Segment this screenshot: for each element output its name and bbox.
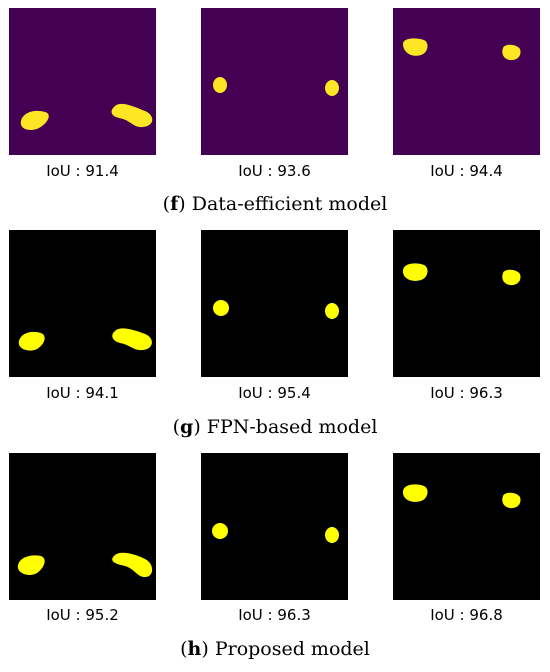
mask-background [393, 8, 540, 155]
mask-panel-f3 [393, 8, 540, 155]
mask-region [502, 44, 521, 61]
mask-panel-g3 [393, 230, 540, 377]
iou-score: IoU : 96.8 [430, 606, 503, 624]
mask-region [17, 555, 45, 576]
mask-panel-h1 [9, 453, 156, 600]
iou-score: IoU : 91.4 [46, 162, 119, 180]
mask-background [9, 8, 156, 155]
mask-region [325, 303, 339, 319]
mask-panel-f2 [201, 8, 348, 155]
mask-background [9, 230, 156, 377]
row-caption-f: (f) Data-efficient model [162, 193, 388, 215]
segmentation-mask-image [393, 230, 540, 377]
mask-region [18, 331, 45, 351]
segmentation-mask-image [393, 453, 540, 600]
segmentation-mask-image [201, 8, 348, 155]
row-caption-g: (g) FPN-based model [172, 416, 378, 438]
iou-score: IoU : 96.3 [238, 606, 311, 624]
mask-region [325, 80, 339, 96]
caption-letter: f [170, 193, 179, 215]
caption-title: FPN-based model [206, 416, 378, 438]
mask-region [20, 110, 49, 130]
caption-title: Proposed model [214, 638, 370, 660]
mask-panel-h2 [201, 453, 348, 600]
segmentation-mask-image [9, 8, 156, 155]
mask-region [502, 269, 521, 286]
mask-region [112, 552, 153, 577]
mask-region [402, 263, 428, 281]
mask-region [402, 484, 428, 502]
mask-region [212, 523, 228, 539]
caption-title: Data-efficient model [191, 193, 388, 215]
segmentation-mask-image [201, 230, 348, 377]
mask-region [403, 38, 428, 56]
mask-region [213, 300, 229, 316]
mask-region [502, 492, 521, 509]
segmentation-mask-image [201, 453, 348, 600]
mask-panel-g1 [9, 230, 156, 377]
iou-score: IoU : 95.2 [46, 606, 119, 624]
iou-score: IoU : 94.4 [430, 162, 503, 180]
iou-score: IoU : 94.1 [46, 384, 119, 402]
mask-background [393, 230, 540, 377]
iou-score: IoU : 96.3 [430, 384, 503, 402]
mask-background [393, 453, 540, 600]
segmentation-mask-image [393, 8, 540, 155]
mask-region [325, 527, 339, 543]
mask-panel-g2 [201, 230, 348, 377]
caption-letter: h [187, 638, 202, 660]
mask-panel-f1 [9, 8, 156, 155]
caption-letter: g [180, 416, 194, 438]
row-caption-h: (h) Proposed model [180, 638, 370, 660]
mask-region [112, 328, 152, 351]
segmentation-mask-image [9, 453, 156, 600]
mask-background [9, 453, 156, 600]
iou-score: IoU : 93.6 [238, 162, 311, 180]
mask-panel-h3 [393, 453, 540, 600]
mask-region [111, 103, 153, 128]
segmentation-mask-image [9, 230, 156, 377]
mask-region [213, 77, 227, 93]
iou-score: IoU : 95.4 [238, 384, 311, 402]
